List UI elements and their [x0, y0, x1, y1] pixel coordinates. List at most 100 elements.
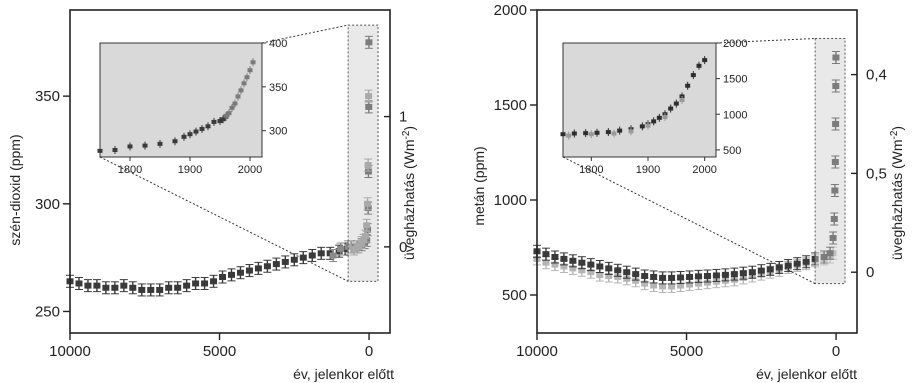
- methane-point: [685, 270, 694, 284]
- methane-x-tick-label: 10000: [516, 343, 558, 360]
- methane-y2-tick-label: 0,4: [866, 67, 887, 84]
- methane-inset: 1800 1900 2000 500 1000 1500 2000: [560, 38, 747, 176]
- methane-inset-point: [702, 56, 708, 65]
- methane-point: [595, 260, 604, 273]
- methane-inset-x-ticks: 1800 1900 2000: [579, 157, 717, 176]
- co2-inset-point: [181, 132, 187, 141]
- methane-inset-x-tick-label: 1800: [579, 164, 603, 176]
- methane-point: [826, 246, 835, 260]
- co2-point: [128, 281, 137, 295]
- methane-inset-y-ticks: 500 1000 1500 2000: [716, 38, 747, 157]
- co2-x-tick-label: 5000: [203, 343, 236, 360]
- co2-inset: 1800 1900 2000 300 350 400: [97, 38, 287, 176]
- co2-x-ticks: 10000 5000 0: [49, 333, 373, 360]
- co2-inset-point: [97, 146, 103, 155]
- co2-point: [329, 248, 338, 262]
- methane-point: [721, 268, 730, 282]
- co2-point: [364, 35, 373, 49]
- methane-point: [793, 257, 802, 271]
- co2-y-tick-label: 300: [35, 196, 60, 213]
- co2-inset-point: [247, 66, 253, 75]
- co2-inset-y-ticks: 300 350 400: [262, 38, 287, 138]
- methane-inset-point: [679, 96, 685, 104]
- co2-inset-point: [187, 130, 193, 139]
- methane-inset-point: [662, 113, 668, 122]
- methane-point: [649, 270, 658, 284]
- methane-inset-point: [668, 104, 674, 113]
- co2-y2-ticks: 01: [384, 109, 407, 256]
- methane-y2-label-exp: -2: [889, 130, 900, 139]
- methane-inset-y-tick-label: 1500: [723, 74, 747, 86]
- methane-y2-axis-label: üveghāzhatás (Wm-2): [889, 126, 905, 260]
- co2-point: [290, 253, 299, 267]
- methane-point: [831, 51, 840, 64]
- methane-inset-point: [628, 127, 634, 136]
- co2-y-tick-label: 250: [35, 303, 60, 320]
- methane-inset-point: [673, 99, 679, 108]
- methane-point: [622, 265, 631, 279]
- co2-point: [137, 283, 146, 297]
- methane-inset-y-tick-label: 1000: [723, 109, 747, 121]
- methane-inset-data-points: [560, 56, 708, 140]
- co2-y2-tick-label: 1: [399, 109, 407, 126]
- co2-point: [362, 218, 371, 232]
- methane-point: [640, 269, 649, 283]
- methane-inset-point: [571, 129, 577, 138]
- co2-point: [308, 248, 317, 262]
- methane-inset-point: [696, 61, 702, 70]
- co2-point: [245, 264, 254, 278]
- co2-connector-upper: [261, 24, 349, 44]
- co2-inset-point: [199, 124, 205, 133]
- methane-x-axis-label: év, jelenkor előtt: [756, 366, 857, 382]
- co2-y-axis-label: szén-dioxid (ppm): [7, 134, 23, 245]
- methane-y-ticks: 500 1000 1500 2000: [494, 2, 537, 304]
- methane-y-axis-label: metán (ppm): [471, 146, 487, 225]
- methane-inset-point: [605, 128, 611, 137]
- methane-point: [829, 231, 838, 245]
- methane-point: [541, 247, 550, 261]
- methane-y-tick-label: 1500: [494, 97, 527, 114]
- methane-inset-point: [690, 71, 696, 80]
- methane-point: [831, 79, 840, 93]
- co2-inset-x-tick-label: 1800: [118, 164, 142, 176]
- methane-inset-point: [645, 121, 651, 130]
- co2-inset-y-tick-label: 400: [269, 38, 287, 50]
- methane-point: [694, 269, 703, 283]
- methane-inset-y-tick-label: 500: [723, 145, 741, 157]
- co2-inset-point: [250, 58, 256, 67]
- co2-x-tick-label: 0: [365, 343, 373, 360]
- co2-point: [227, 268, 236, 282]
- co2-inset-x-tick-label: 2000: [238, 164, 262, 176]
- methane-point: [604, 261, 613, 275]
- co2-inset-connectors: [99, 24, 349, 282]
- co2-point: [200, 276, 209, 290]
- methane-y2-tick-label: 0,5: [866, 165, 887, 182]
- co2-point: [119, 279, 128, 293]
- methane-y2-tick-label: 0: [866, 264, 874, 281]
- co2-y2-label-main: üveghāzhatás (Wm: [401, 139, 417, 260]
- methane-inset-point: [617, 126, 623, 135]
- co2-inset-point: [232, 99, 238, 108]
- methane-inset-point: [651, 117, 657, 126]
- co2-inset-point: [223, 111, 229, 120]
- co2-chart: 10000 5000 0 250 300 350 01 1800 1900 2000 300…: [7, 9, 417, 382]
- methane-point: [830, 184, 839, 197]
- co2-inset-point: [226, 109, 232, 118]
- methane-x-tick-label: 5000: [670, 343, 703, 360]
- methane-inset-point: [583, 129, 589, 138]
- methane-plot-frame: [536, 9, 858, 334]
- methane-point: [766, 262, 775, 276]
- methane-y-tick-label: 1000: [494, 192, 527, 209]
- co2-point: [364, 100, 373, 114]
- co2-y-tick-label: 350: [35, 88, 60, 105]
- methane-point: [559, 252, 568, 266]
- methane-inset-point: [566, 131, 572, 140]
- methane-point: [730, 267, 739, 281]
- co2-data-points: [66, 35, 373, 297]
- co2-point: [236, 266, 245, 280]
- methane-inset-background: [562, 42, 717, 158]
- co2-inset-x-tick-label: 1900: [178, 164, 202, 176]
- co2-x-tick-label: 10000: [49, 343, 91, 360]
- methane-x-tick-label: 0: [832, 343, 840, 360]
- methane-inset-x-tick-label: 1900: [636, 164, 660, 176]
